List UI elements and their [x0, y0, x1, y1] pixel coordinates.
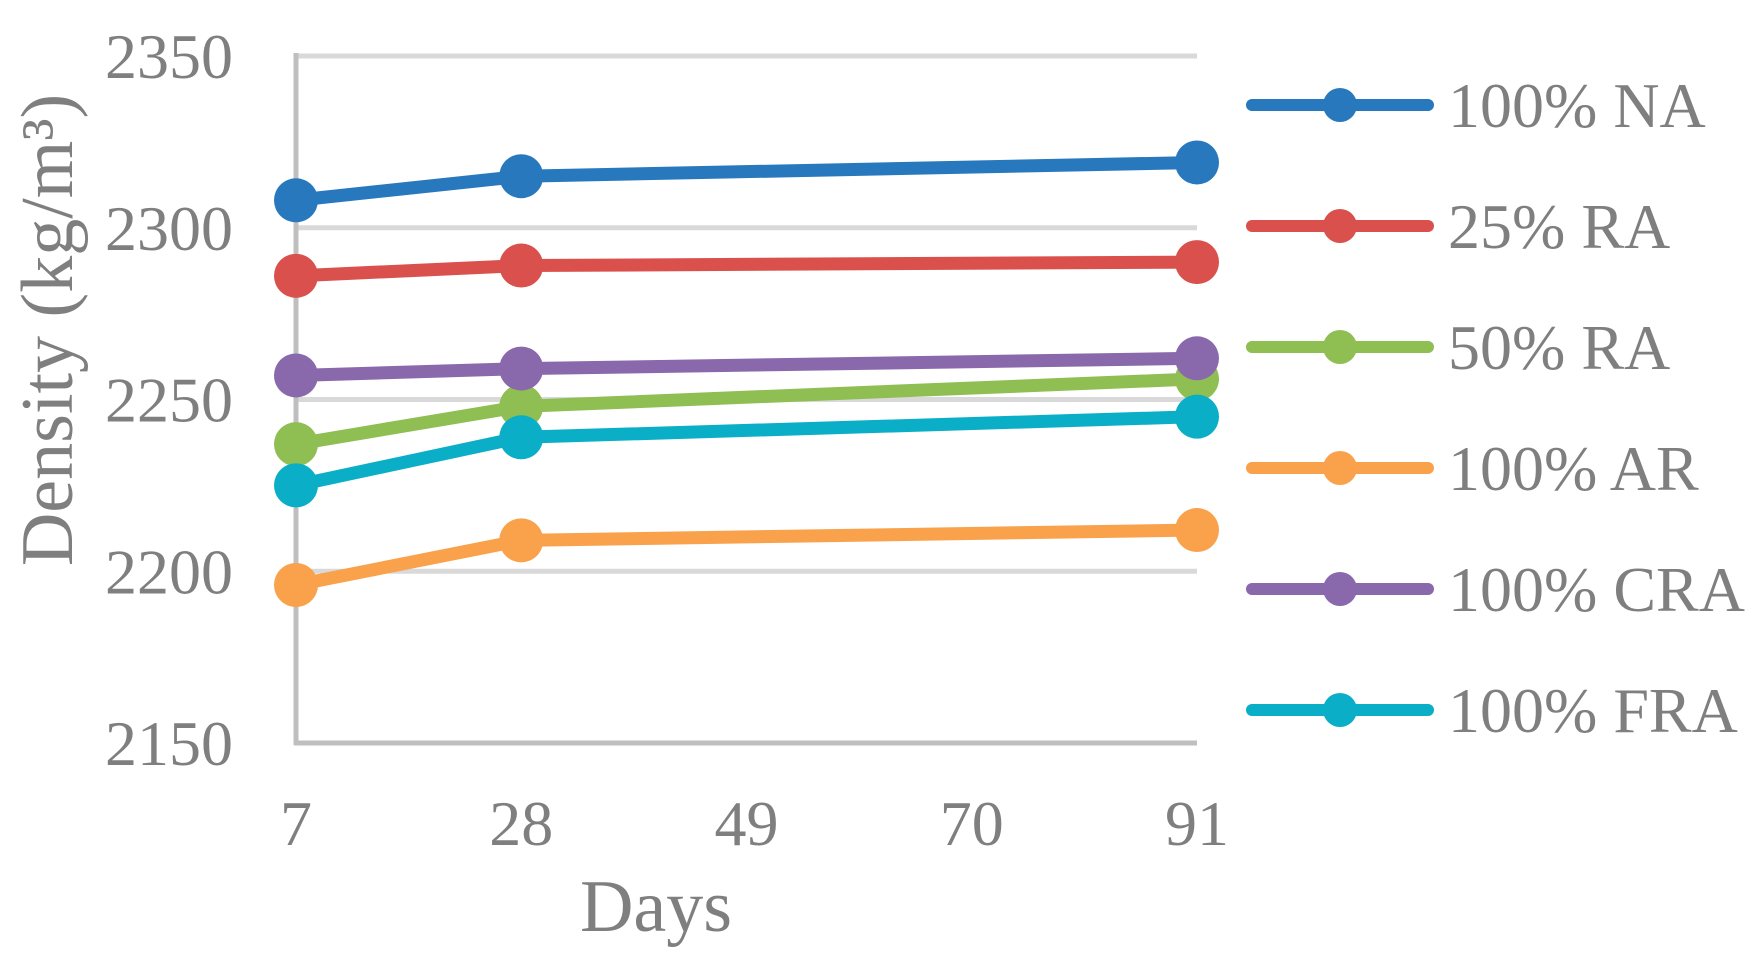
data-point-25-ra-day-91 [1175, 240, 1219, 285]
data-point-100-cra-day-7 [274, 353, 318, 398]
data-point-50-ra-day-7 [274, 422, 318, 467]
legend-marker-100-na [1323, 88, 1357, 122]
data-point-100-cra-day-91 [1175, 336, 1219, 381]
data-point-100-ar-day-7 [274, 562, 318, 607]
series-100-na [274, 140, 1219, 223]
series-line-100-ar [289, 523, 1204, 592]
legend-marker-100-ar [1323, 451, 1357, 485]
y-tick-label-2350: 2350 [105, 21, 233, 92]
data-point-100-fra-day-28 [499, 415, 544, 460]
axes [293, 53, 1197, 746]
legend-item-100-cra: 100% CRA [1246, 554, 1745, 625]
data-point-25-ra-day-7 [274, 253, 318, 298]
legend-marker-25-ra [1323, 209, 1357, 243]
legend-label-100-fra: 100% FRA [1448, 675, 1738, 746]
y-tick-label-2250: 2250 [105, 365, 233, 436]
data-point-100-ar-day-91 [1175, 508, 1219, 553]
data-point-100-na-day-91 [1175, 140, 1219, 185]
y-axis-tick-labels: 2150 2200 2250 2300 2350 [105, 21, 233, 779]
series-lines [274, 140, 1219, 607]
data-point-100-fra-day-91 [1175, 394, 1219, 439]
legend-label-25-ra: 25% RA [1448, 191, 1670, 262]
series-100-cra [274, 336, 1219, 398]
data-point-100-na-day-28 [499, 154, 544, 199]
x-tick-label-28: 28 [489, 788, 553, 859]
data-point-100-cra-day-28 [499, 346, 544, 391]
x-tick-label-49: 49 [715, 788, 779, 859]
legend-marker-100-fra [1323, 693, 1357, 727]
legend-item-100-fra: 100% FRA [1246, 675, 1738, 746]
y-tick-label-2200: 2200 [105, 536, 233, 607]
x-tick-label-91: 91 [1165, 788, 1229, 859]
series-line-25-ra [289, 255, 1204, 283]
data-point-25-ra-day-28 [499, 243, 544, 288]
x-tick-label-7: 7 [280, 788, 312, 859]
series-line-100-cra [289, 351, 1204, 382]
x-axis-tick-labels: 7 28 49 70 91 [280, 788, 1229, 859]
y-axis-title: Density (kg/m³) [7, 94, 89, 566]
legend-item-50-ra: 50% RA [1246, 312, 1670, 383]
data-point-100-na-day-7 [274, 178, 318, 223]
legend-marker-50-ra [1323, 330, 1357, 364]
series-line-100-na [289, 155, 1204, 207]
data-point-50-ra-day-28 [499, 384, 544, 429]
data-point-100-ar-day-28 [499, 518, 544, 563]
y-tick-label-2150: 2150 [105, 708, 233, 779]
legend-marker-100-cra [1323, 572, 1357, 606]
series-25-ra [274, 240, 1219, 298]
legend-item-25-ra: 25% RA [1246, 191, 1670, 262]
legend-label-100-ar: 100% AR [1448, 433, 1699, 504]
gridlines [296, 53, 1197, 574]
data-point-100-fra-day-7 [274, 463, 318, 508]
legend-label-50-ra: 50% RA [1448, 312, 1670, 383]
legend: 100% NA 25% RA 50% RA 100% AR 100% CRA 100% F… [1246, 70, 1745, 746]
legend-label-100-cra: 100% CRA [1448, 554, 1745, 625]
legend-item-100-na: 100% NA [1246, 70, 1706, 141]
y-tick-label-2300: 2300 [105, 193, 233, 264]
legend-label-100-na: 100% NA [1448, 70, 1706, 141]
series-100-ar [274, 508, 1219, 607]
x-axis-title: Days [580, 866, 732, 948]
legend-item-100-ar: 100% AR [1246, 433, 1699, 504]
x-tick-label-70: 70 [940, 788, 1004, 859]
series-100-fra [274, 394, 1219, 508]
